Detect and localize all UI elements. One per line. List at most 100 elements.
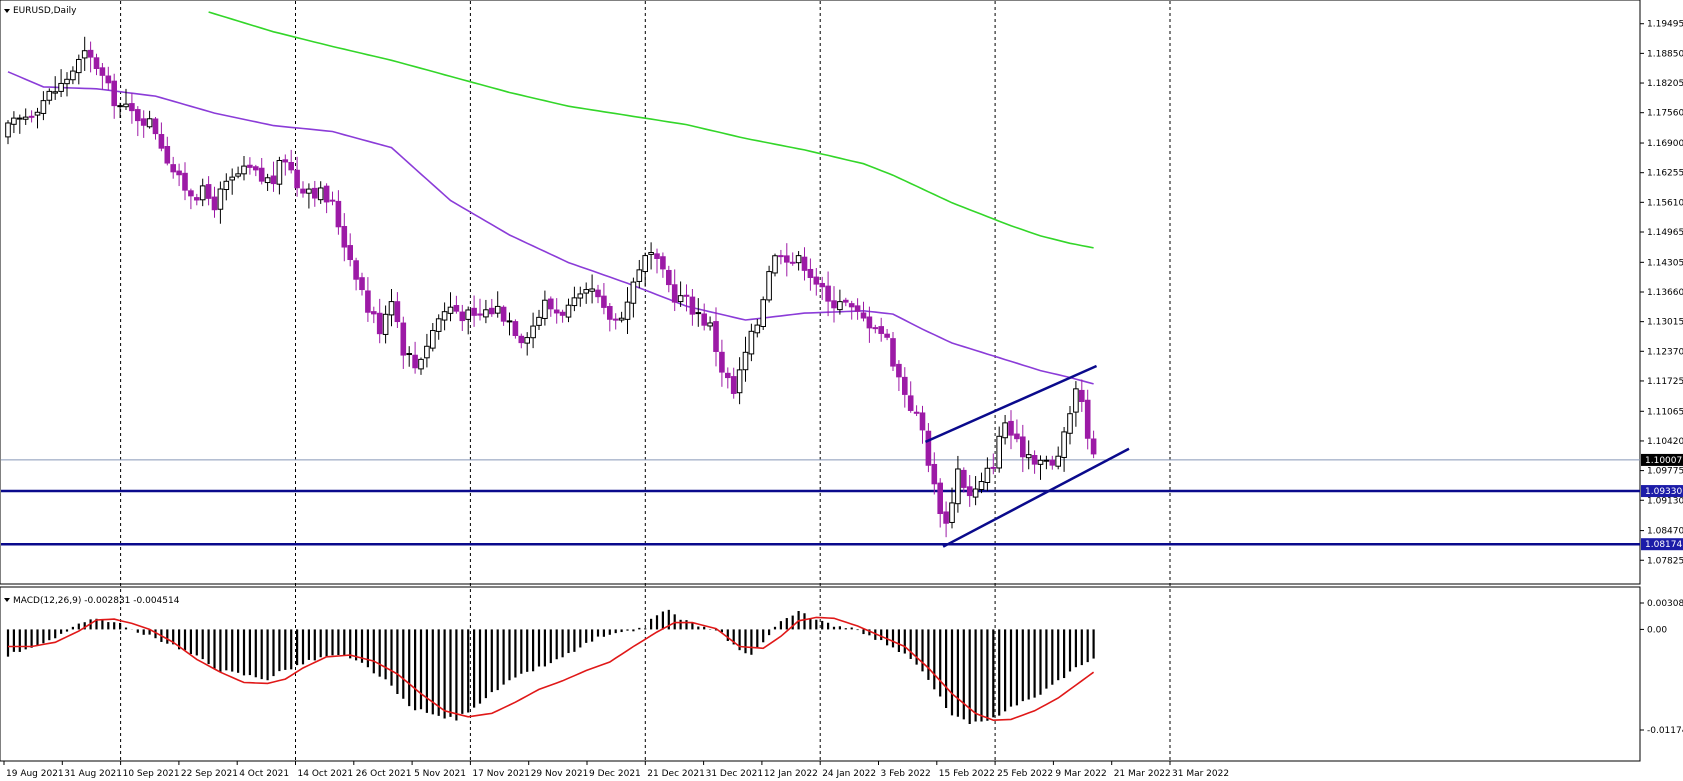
candle-body (536, 316, 542, 326)
candle-body (288, 161, 294, 171)
candle-body (925, 430, 932, 466)
candle-body (801, 256, 808, 271)
candle-body (1025, 454, 1032, 459)
candle-body (199, 185, 206, 201)
candle-body (1067, 413, 1073, 434)
price-tick-label: 1.16255 (1647, 169, 1683, 179)
candle-body (17, 117, 23, 120)
channel-trendline[interactable] (924, 364, 1098, 444)
candle-body (353, 260, 359, 280)
candle-body (1084, 399, 1091, 439)
candle-body (253, 166, 259, 171)
price-tick-label: 1.19495 (1647, 20, 1683, 30)
candle-body (1020, 436, 1026, 458)
time-axis: 19 Aug 2021 31 Aug 2021 10 Sep 2021 22 Sep … (3, 761, 1229, 779)
slow-moving-average-line (208, 11, 1094, 249)
candle-body (778, 255, 784, 258)
price-tick-label: 1.17560 (1647, 109, 1683, 119)
macd-tick-label: -0.01174 (1647, 726, 1683, 736)
candle-body (1049, 459, 1056, 466)
time-tick-label: 31 Dec 2021 (706, 769, 764, 779)
candle-body (247, 164, 253, 168)
macd-layer (6, 609, 1095, 724)
candle-body (70, 70, 76, 81)
candle-body (406, 353, 412, 356)
candle-body (412, 354, 418, 369)
candle-body (854, 305, 861, 312)
candle-body (1002, 422, 1008, 439)
candle-body (837, 301, 843, 311)
candle-body (317, 187, 324, 201)
candle-body (188, 190, 194, 197)
candle-body (129, 103, 135, 112)
time-tick-label: 4 Oct 2021 (239, 769, 289, 779)
symbol-title: EURUSD,Daily (4, 6, 77, 16)
dropdown-triangle-icon[interactable] (4, 9, 10, 13)
time-tick-label: 3 Feb 2022 (881, 769, 931, 779)
current-price-tag-text: 1.10007 (1645, 456, 1682, 466)
candle-body (860, 312, 867, 319)
candle-body (111, 80, 118, 107)
candle-body (1061, 431, 1067, 458)
candle-body (359, 277, 365, 291)
candle-body (312, 187, 318, 199)
candle-body (695, 312, 702, 315)
price-tick-label: 1.15610 (1647, 198, 1683, 208)
candle-body (848, 303, 855, 308)
macd-tick-label: 0.00 (1647, 625, 1667, 635)
candle-body (671, 284, 678, 303)
candle-body (831, 300, 837, 309)
candle-body (182, 172, 188, 191)
price-tick-label: 1.08470 (1647, 527, 1683, 537)
candle-body (571, 297, 578, 307)
candle-body (890, 338, 896, 367)
candle-body (506, 320, 513, 323)
candle-body (784, 255, 790, 263)
time-tick-label: 31 Mar 2022 (1172, 769, 1229, 779)
channel-trendline[interactable] (942, 447, 1130, 548)
candle-body (949, 502, 955, 523)
candle-body (660, 256, 666, 270)
candle-body (117, 105, 123, 108)
candle-body (146, 118, 153, 128)
candle-body (707, 322, 713, 327)
candle-body (465, 309, 471, 320)
candle-body (52, 91, 59, 94)
candle-body (418, 358, 424, 370)
candle-body (518, 335, 525, 344)
candle-body (430, 330, 436, 349)
support-levels[interactable]: 1.10007 1.09330 1.08174 (1, 453, 1683, 551)
dropdown-triangle-icon[interactable] (4, 598, 10, 602)
price-tick-label: 1.09130 (1647, 496, 1683, 506)
price-tick-label: 1.14965 (1647, 228, 1683, 238)
candle-body (990, 466, 997, 469)
candle-body (725, 372, 731, 379)
candle-body (630, 281, 637, 304)
price-tick-label: 1.14305 (1647, 258, 1683, 268)
candle-body (294, 169, 300, 189)
candle-body (217, 188, 224, 210)
trendlines[interactable] (924, 364, 1130, 548)
candle-body (577, 293, 584, 299)
candle-body (996, 435, 1003, 469)
candle-body (211, 196, 218, 211)
candle-body (135, 109, 141, 122)
time-tick-label: 14 Oct 2021 (298, 769, 354, 779)
candle-body (902, 376, 908, 395)
level-price-tag (1641, 485, 1683, 498)
candle-body (76, 58, 82, 74)
price-tick-label: 1.11725 (1647, 377, 1683, 387)
candle-body (105, 75, 112, 84)
candle-body (64, 78, 70, 85)
indicator-title-text: MACD(12,26,9) -0.002831 -0.004514 (13, 596, 180, 606)
time-tick-label: 19 Aug 2021 (6, 769, 64, 779)
candle-body (329, 199, 336, 202)
candle-body (87, 49, 94, 58)
candle-body (270, 175, 277, 185)
candle-body (1090, 438, 1097, 455)
moving-averages (7, 11, 1094, 385)
candle-body (1073, 388, 1079, 413)
candle-body (943, 511, 949, 524)
candle-body (81, 50, 88, 59)
